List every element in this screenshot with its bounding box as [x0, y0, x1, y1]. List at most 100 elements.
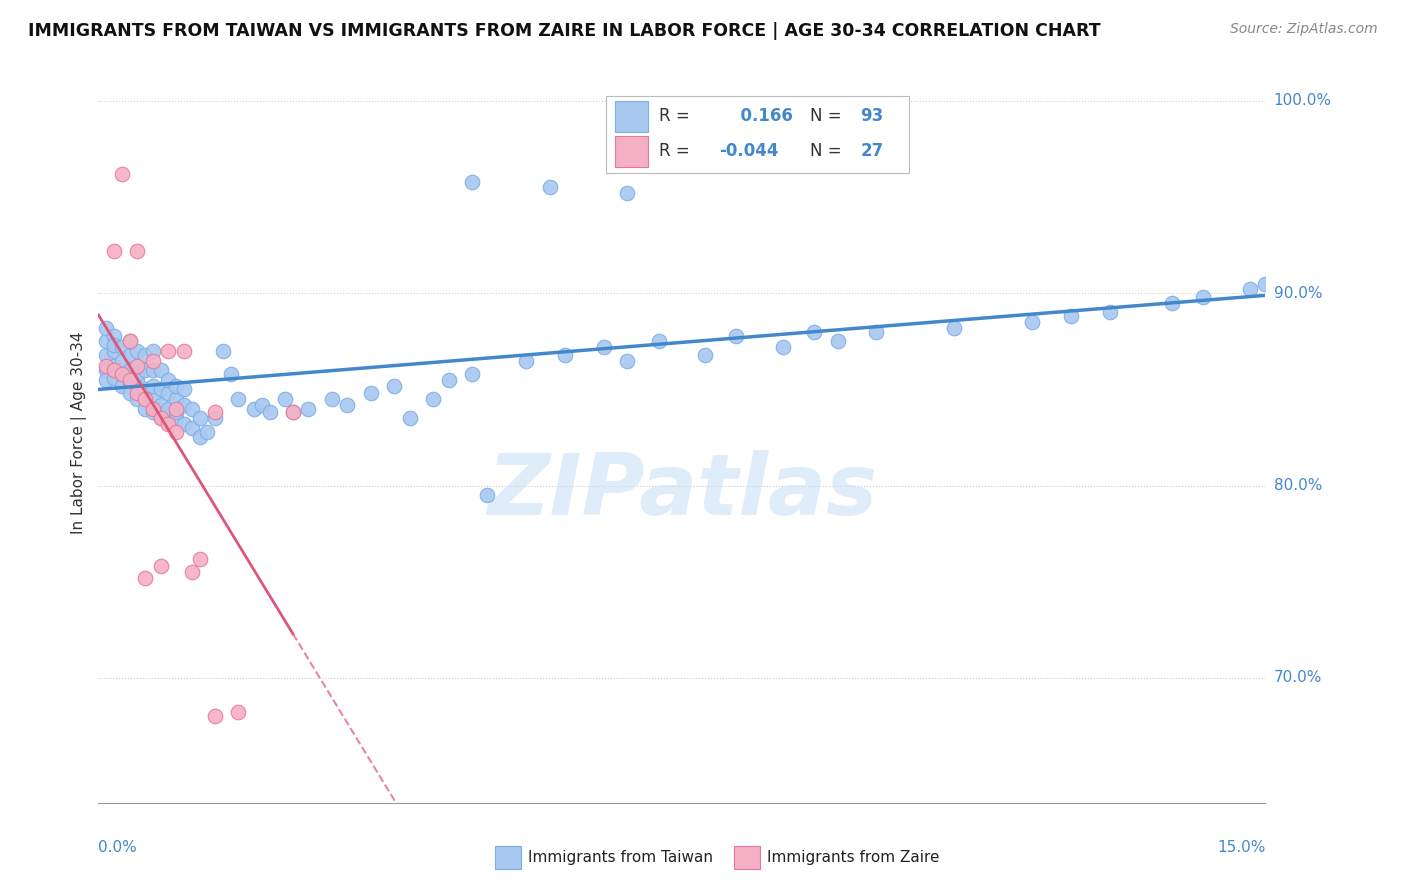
Point	[188, 430, 211, 444]
Point	[157, 373, 180, 387]
Point	[173, 398, 195, 412]
Point	[1060, 310, 1083, 324]
Point	[111, 340, 134, 354]
Text: ZIPatlas: ZIPatlas	[486, 450, 877, 533]
Point	[149, 559, 172, 574]
Text: N =: N =	[810, 143, 842, 161]
Point	[134, 392, 156, 406]
Text: R =: R =	[658, 108, 689, 126]
Point	[96, 334, 118, 349]
Point	[165, 411, 187, 425]
Point	[188, 551, 211, 566]
Point	[134, 382, 156, 396]
Text: 93: 93	[860, 108, 884, 126]
Point	[149, 398, 172, 412]
Text: 70.0%: 70.0%	[1274, 670, 1322, 685]
Point	[437, 373, 460, 387]
Point	[297, 401, 319, 416]
Point	[118, 363, 141, 377]
Text: 0.166: 0.166	[728, 108, 793, 126]
Text: 27: 27	[860, 143, 884, 161]
Point	[157, 417, 180, 431]
Point	[142, 405, 165, 419]
Point	[593, 340, 616, 354]
Point	[96, 359, 118, 374]
Point	[1239, 282, 1261, 296]
Point	[616, 353, 638, 368]
Point	[1161, 295, 1184, 310]
Bar	[734, 846, 761, 870]
Text: 100.0%: 100.0%	[1274, 94, 1331, 109]
Point	[103, 371, 125, 385]
Point	[149, 363, 172, 377]
Point	[142, 343, 165, 358]
Point	[228, 706, 250, 720]
Point	[281, 405, 304, 419]
Point	[103, 328, 125, 343]
Point	[127, 367, 149, 381]
Point	[96, 373, 118, 387]
Point	[103, 338, 125, 352]
Point	[695, 348, 717, 362]
Point	[149, 411, 172, 425]
Point	[228, 392, 250, 406]
Point	[195, 425, 218, 439]
Point	[647, 334, 669, 349]
Point	[173, 417, 195, 431]
Bar	[495, 846, 520, 870]
Text: 90.0%: 90.0%	[1274, 285, 1322, 301]
Point	[111, 167, 134, 181]
Point	[118, 375, 141, 389]
Point	[180, 565, 202, 579]
Point	[422, 392, 444, 406]
Text: 15.0%: 15.0%	[1218, 840, 1265, 855]
Point	[243, 401, 266, 416]
Y-axis label: In Labor Force | Age 30-34: In Labor Force | Age 30-34	[72, 331, 87, 534]
Point	[382, 378, 405, 392]
Point	[127, 343, 149, 358]
Point	[259, 405, 281, 419]
Point	[865, 325, 887, 339]
Point	[204, 411, 226, 425]
Point	[111, 367, 134, 381]
Point	[134, 401, 156, 416]
Point	[803, 325, 825, 339]
Text: IMMIGRANTS FROM TAIWAN VS IMMIGRANTS FROM ZAIRE IN LABOR FORCE | AGE 30-34 CORRE: IMMIGRANTS FROM TAIWAN VS IMMIGRANTS FRO…	[28, 22, 1101, 40]
Point	[180, 421, 202, 435]
Point	[538, 180, 561, 194]
Point	[554, 348, 576, 362]
Point	[274, 392, 297, 406]
Point	[157, 386, 180, 401]
Point	[616, 186, 638, 201]
Point	[165, 425, 187, 439]
Point	[118, 334, 141, 349]
Point	[165, 401, 187, 416]
Point	[461, 367, 484, 381]
Text: N =: N =	[810, 108, 842, 126]
Point	[1192, 290, 1215, 304]
Point	[96, 348, 118, 362]
Point	[360, 386, 382, 401]
Point	[1021, 315, 1043, 329]
Point	[398, 411, 420, 425]
Point	[103, 244, 125, 258]
Point	[103, 363, 125, 377]
Point	[142, 353, 165, 368]
Point	[149, 382, 172, 396]
Point	[157, 401, 180, 416]
Bar	[616, 101, 648, 132]
Point	[180, 401, 202, 416]
Point	[173, 382, 195, 396]
Point	[111, 367, 134, 381]
Point	[212, 343, 235, 358]
Bar	[616, 136, 648, 167]
Point	[157, 343, 180, 358]
Point	[281, 405, 304, 419]
Point	[127, 359, 149, 374]
Point	[142, 363, 165, 377]
Point	[134, 363, 156, 377]
Point	[165, 378, 187, 392]
Text: -0.044: -0.044	[720, 143, 779, 161]
Text: 0.0%: 0.0%	[98, 840, 138, 855]
Point	[461, 175, 484, 189]
